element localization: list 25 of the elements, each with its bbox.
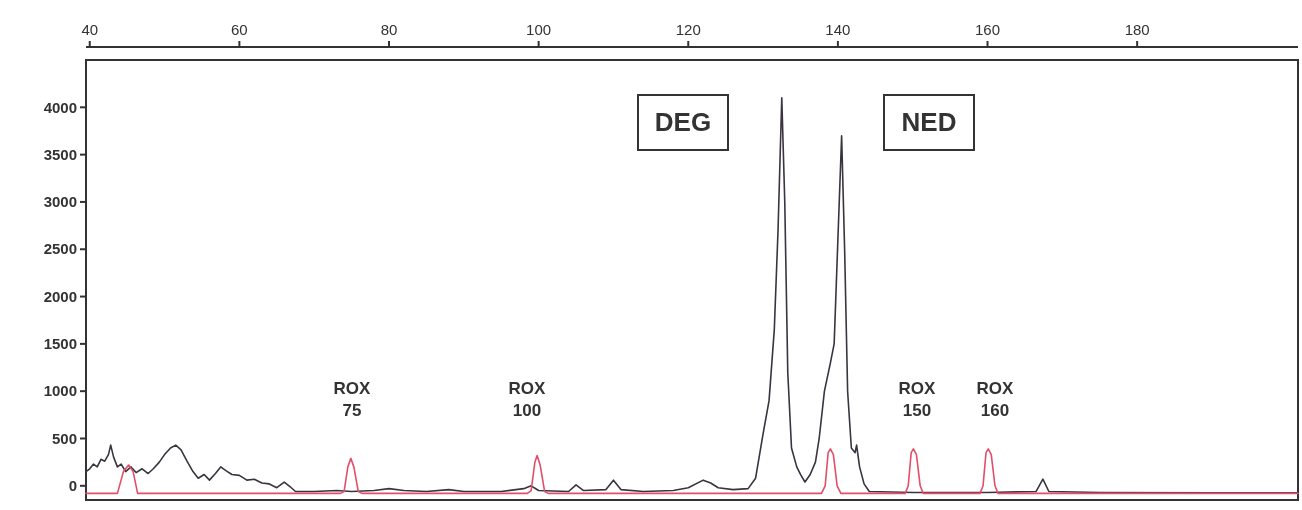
x-tick-label: 120 [675,21,701,38]
annotation: ROX 150 [898,378,937,420]
y-tick-label: 1000 [43,382,77,400]
x-tick-label: 180 [1124,21,1150,38]
x-tick-label: 40 [81,21,99,38]
line-series [85,97,1299,494]
y-tick-label: 500 [51,429,77,447]
annotation: ROX 160 [976,378,1015,420]
annotation: ROX 100 [508,378,547,420]
y-tick-label: 1500 [43,335,77,353]
y-tick-label: 2500 [43,240,77,258]
y-tick-label: 0 [68,477,77,495]
annotation: ROX 75 [333,378,372,420]
x-tick-label: 100 [526,21,552,38]
x-tick-label: 140 [825,21,851,38]
annotation: NED [901,107,957,138]
line-series [85,448,1299,495]
y-tick-label: 3500 [43,145,77,163]
x-tick-label: 60 [231,21,248,38]
x-tick-label: 160 [975,21,1001,38]
y-tick-label: 3000 [43,193,77,211]
y-tick-label: 4000 [43,98,77,116]
y-tick-label: 2000 [43,287,77,305]
x-tick-label: 80 [380,21,398,38]
annotation: DEG [654,107,712,138]
